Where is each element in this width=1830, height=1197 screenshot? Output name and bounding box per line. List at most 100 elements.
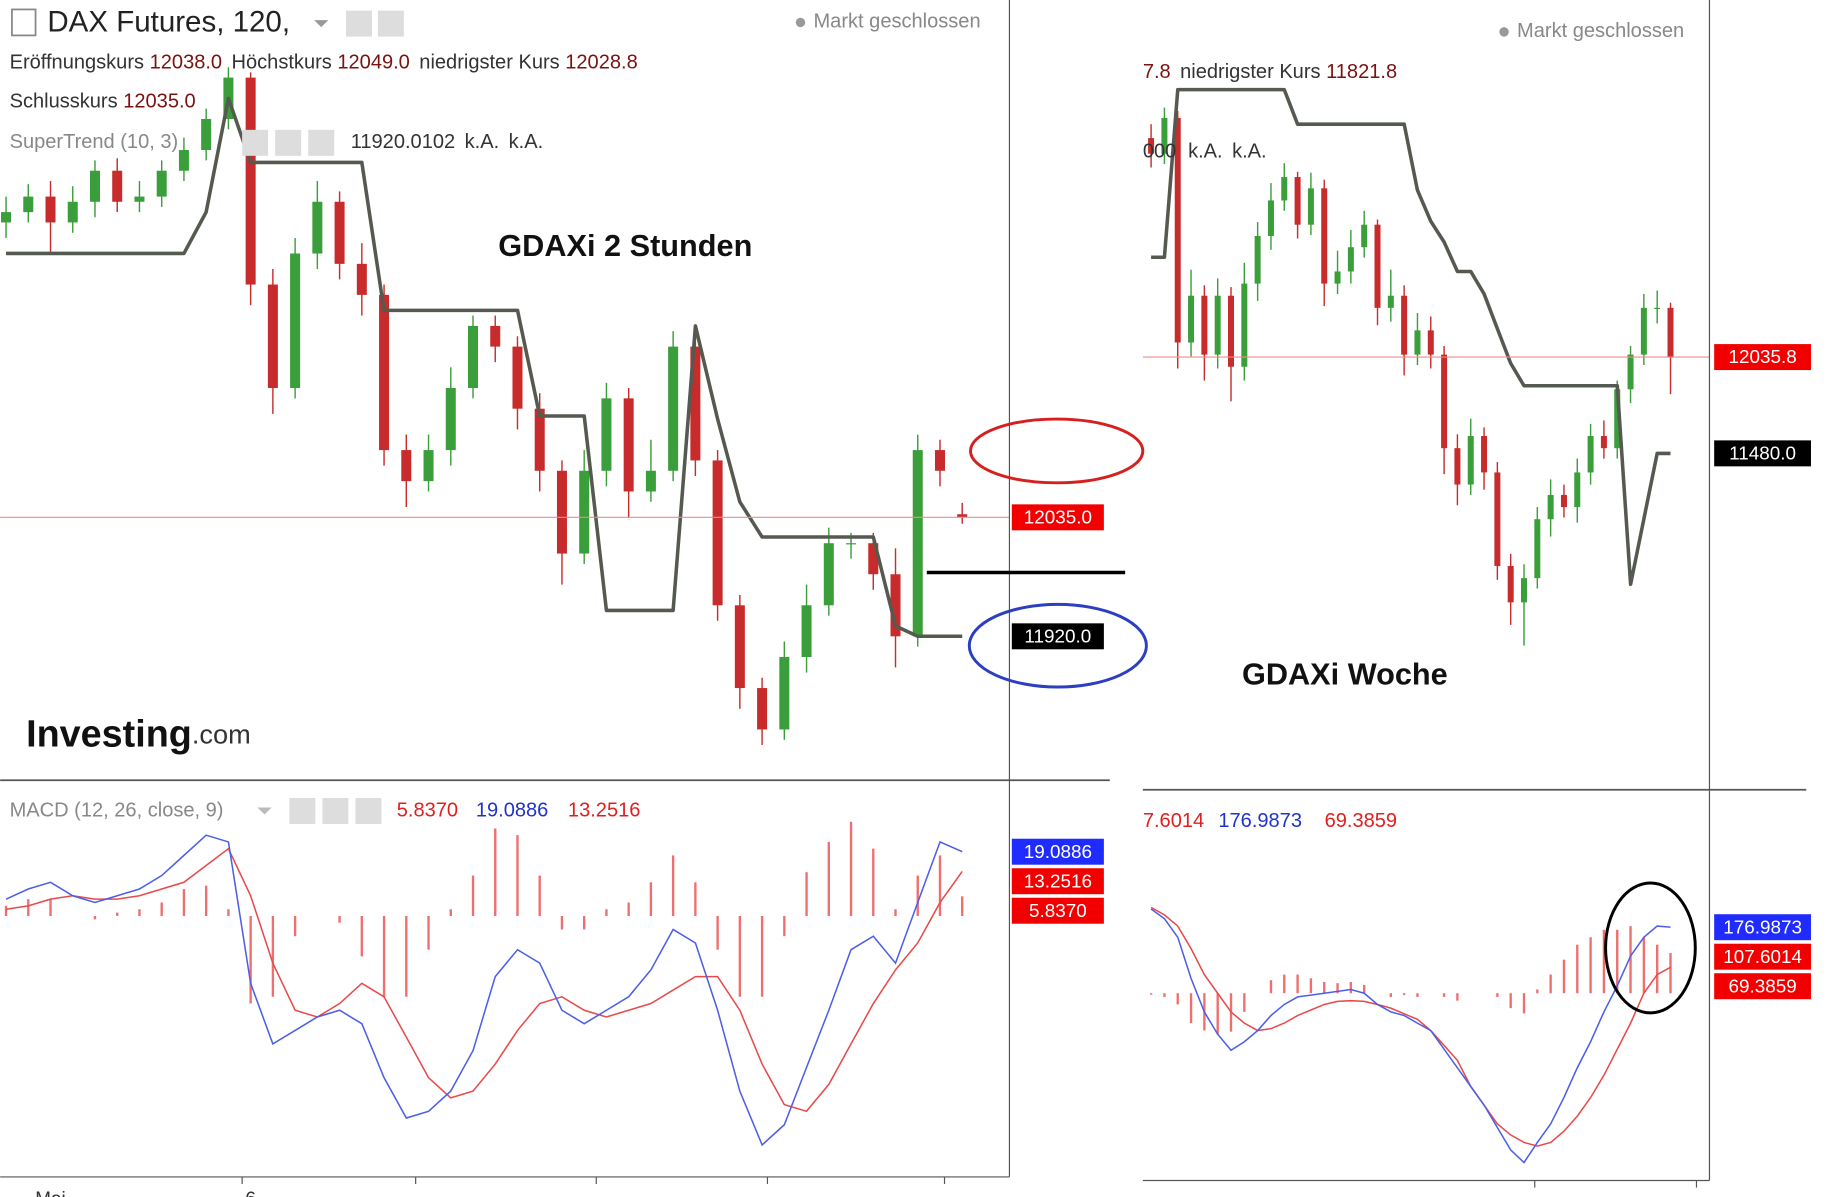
candle-body [423, 450, 434, 482]
candle-body [1454, 448, 1461, 485]
candle-body [712, 460, 723, 606]
candle-body [556, 470, 567, 554]
candle-body [67, 201, 78, 223]
candle-body [445, 388, 456, 451]
candle-body [1654, 307, 1661, 310]
price-tag [1714, 344, 1811, 371]
price-tag-label: 13.2516 [1024, 871, 1092, 892]
candle-body [579, 470, 590, 554]
macd-title: MACD (12, 26, close, 9) [10, 799, 224, 821]
candle-body [267, 284, 278, 389]
logo-suffix: .com [192, 719, 251, 750]
candle-body [1228, 295, 1235, 367]
dropdown-icon[interactable] [314, 20, 329, 28]
candle-body [1481, 436, 1488, 473]
close-icon[interactable] [308, 129, 335, 156]
value: 12035.0 [123, 91, 195, 113]
value: k.A. [1188, 141, 1223, 163]
candle-body [1214, 295, 1221, 355]
chart-caption: GDAXi Woche [1242, 657, 1448, 692]
candle-body [645, 470, 656, 492]
mark-layer [0, 67, 1710, 1164]
price-tag [1011, 897, 1104, 924]
candle-body [312, 201, 323, 254]
label: niedrigster Kurs [419, 52, 559, 74]
candle-body [156, 170, 167, 197]
candle-body [1267, 200, 1274, 236]
market-status: Markt geschlossen [813, 11, 980, 33]
symbol-title: DAX Futures, 120, [47, 5, 290, 38]
price-tag-label: 11920.0 [1024, 626, 1091, 647]
candle-body [1148, 138, 1155, 154]
candle-body [801, 605, 812, 658]
candle-body [868, 543, 879, 575]
candle-body [623, 398, 634, 492]
signal-line [1150, 906, 1671, 1147]
price-tag [1714, 943, 1811, 970]
price-tag-label: 12035.8 [1728, 347, 1796, 368]
price-tag [1011, 868, 1104, 895]
macd-line [1150, 908, 1671, 1164]
candle-body [934, 450, 945, 471]
candle-body [1174, 117, 1181, 343]
candle-body [1347, 247, 1354, 272]
candle-body [1281, 177, 1288, 201]
candle-body [1401, 295, 1408, 355]
candle-body [1414, 330, 1421, 355]
candle-body [245, 77, 256, 285]
close-line: Schlusskurs 12035.0 [10, 91, 196, 113]
value: 12049.0 [337, 52, 409, 74]
label: Höchstkurs [232, 52, 332, 74]
price-tag [1714, 440, 1811, 467]
price-tag-label: 107.6014 [1723, 947, 1802, 968]
candle-body [134, 196, 145, 202]
price-tag-label: 19.0886 [1024, 842, 1092, 863]
logo: Investing.com [26, 714, 251, 756]
x-axis-ticks [241, 1176, 946, 1185]
label: niedrigster Kurs [1180, 61, 1320, 83]
candle-body [490, 325, 501, 347]
candle-body [379, 294, 390, 451]
label: Schlusskurs [10, 91, 118, 113]
eye-icon[interactable] [289, 798, 316, 824]
x-tick-label: 6 [245, 1188, 256, 1197]
price-tag [1011, 838, 1104, 865]
value: 12038.0 [150, 52, 222, 74]
dropdown-icon[interactable] [257, 807, 272, 815]
indicator-values: 11920.0102 k.A. k.A. [351, 131, 543, 153]
price-tag-label: 11480.0 [1729, 444, 1796, 465]
market-status: Markt geschlossen [1517, 20, 1684, 42]
candle-body [757, 688, 768, 730]
candle-body [334, 201, 345, 264]
supertrend-line [6, 96, 963, 639]
legend-value: 7.6014 [1143, 810, 1204, 832]
candle-body [23, 196, 34, 213]
price-tag-label: 69.3859 [1728, 976, 1796, 997]
settings-icon[interactable] [322, 798, 349, 824]
price-tag [1714, 973, 1811, 1000]
ohlc-line: 7.8 niedrigster Kurs 11821.8 [1143, 61, 1397, 83]
candle-body [112, 170, 123, 202]
candle-body [1441, 354, 1448, 449]
highlight-circle [969, 417, 1145, 485]
candle-body [601, 398, 612, 471]
candle-body [89, 170, 100, 202]
settings-icon[interactable] [275, 129, 302, 156]
candle-body [1614, 389, 1621, 449]
value: k.A. [509, 131, 544, 153]
collapse-icon[interactable] [11, 8, 37, 37]
close-icon[interactable] [355, 798, 382, 824]
eye-icon[interactable] [242, 129, 269, 156]
candle-body [1600, 436, 1607, 449]
settings-icon[interactable] [377, 10, 404, 37]
signal-line [5, 847, 963, 1113]
candle-body [1161, 117, 1168, 154]
legend-value: 19.0886 [476, 799, 548, 821]
eye-icon[interactable] [346, 10, 372, 37]
label: Eröffnungskurs [10, 52, 144, 74]
candle-body [201, 118, 212, 151]
value: 11821.8 [1326, 61, 1397, 83]
price-tag [1714, 914, 1811, 941]
candle-body [1254, 235, 1261, 284]
